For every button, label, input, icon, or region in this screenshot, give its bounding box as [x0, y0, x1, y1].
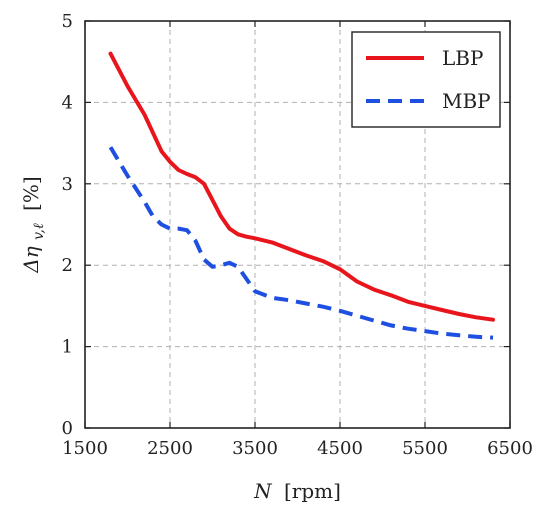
- y-tick-label: 3: [62, 174, 73, 195]
- legend-label-lbp: LBP: [442, 46, 483, 70]
- legend-box: [351, 31, 501, 128]
- x-tick-label: 1500: [62, 438, 108, 459]
- series-lines: [108, 51, 495, 340]
- x-tick-label: 2500: [147, 438, 193, 459]
- plot-frame: [84, 20, 511, 429]
- y-axis-unit: [%]: [19, 176, 43, 211]
- x-tick-label: 6500: [487, 438, 533, 459]
- series-line-lbp: [108, 51, 495, 322]
- y-axis-symbol: Δη: [19, 246, 43, 273]
- y-tick-label: 0: [62, 418, 73, 439]
- legend: LBP MBP: [351, 31, 501, 128]
- x-axis-label: N [rpm]: [253, 479, 341, 503]
- y-tick-label: 1: [62, 337, 73, 358]
- x-axis-unit: [rpm]: [284, 479, 341, 503]
- y-tick-label: 5: [62, 11, 73, 32]
- y-tick-label: 2: [62, 255, 73, 276]
- x-axis-symbol: N: [253, 479, 273, 503]
- series-line-mbp: [108, 146, 494, 340]
- axis-ticks: 1500 2500 3500 4500 5500 6500 0 1 2 3 4 5: [62, 11, 533, 459]
- y-tick-label: 4: [62, 92, 73, 113]
- x-tick-label: 3500: [232, 438, 278, 459]
- x-tick-label: 5500: [402, 438, 448, 459]
- x-tick-label: 4500: [317, 438, 363, 459]
- y-axis-subscript: v,ℓ: [31, 223, 47, 240]
- y-axis-label: Δη v,ℓ [%]: [19, 176, 48, 273]
- legend-label-mbp: MBP: [442, 89, 491, 113]
